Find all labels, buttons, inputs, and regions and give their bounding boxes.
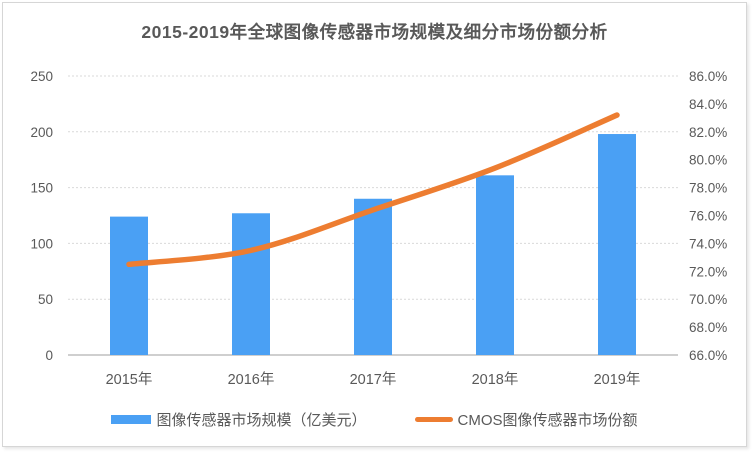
right-axis-tick-label: 76.0% [689,209,727,224]
bar-2017年 [354,198,392,355]
right-axis-tick-label: 74.0% [689,236,727,251]
right-axis-tick-label: 78.0% [689,181,727,196]
left-axis-tick-label: 200 [30,125,53,140]
combo-chart-plot: 0 50 100 150 200 250 66.0% 68.0% 70.0% 72.0% 74.0%… [30,69,727,388]
left-axis-tick-label: 250 [30,69,53,84]
category-label: 2019年 [594,371,641,388]
category-label: 2018年 [472,371,519,388]
left-axis-tick-label: 0 [45,348,53,363]
bar-2015年 [110,216,148,355]
right-axis-tick-label: 84.0% [689,97,727,112]
right-axis-tick-label: 70.0% [689,292,727,307]
right-axis-tick-label: 80.0% [689,153,727,168]
right-axis-tick-label: 82.0% [689,125,727,140]
bar-2018年 [476,175,514,355]
chart-card: 2015-2019年全球图像传感器市场规模及细分市场份额分析 0 50 100 150… [2,2,747,447]
category-label: 2015年 [106,371,153,388]
right-axis-tick-label: 72.0% [689,264,727,279]
legend-item-cmos-share: CMOS图像传感器市场份额 [414,409,638,430]
bar-series-swatch [111,415,152,424]
left-axis-tick-label: 150 [30,181,53,196]
legend-item-market-size: 图像传感器市场规模（亿美元） [111,409,367,430]
line-series-swatch [414,417,453,422]
category-label: 2017年 [350,371,397,388]
right-axis-tick-label: 66.0% [689,348,727,363]
right-axis-tick-label: 86.0% [689,69,727,84]
right-axis-tick-label: 68.0% [689,320,727,335]
legend: 图像传感器市场规模（亿美元） CMOS图像传感器市场份额 [3,409,746,430]
legend-label-market-size: 图像传感器市场规模（亿美元） [156,412,367,429]
left-axis-tick-label: 50 [38,292,53,307]
legend-label-cmos-share: CMOS图像传感器市场份额 [457,412,638,429]
bar-2019年 [598,134,636,355]
cmos-share-line [126,112,620,268]
bar-2016年 [232,213,270,355]
chart-title: 2015-2019年全球图像传感器市场规模及细分市场份额分析 [141,22,608,42]
left-axis-tick-label: 100 [30,236,53,251]
category-label: 2016年 [228,371,275,388]
